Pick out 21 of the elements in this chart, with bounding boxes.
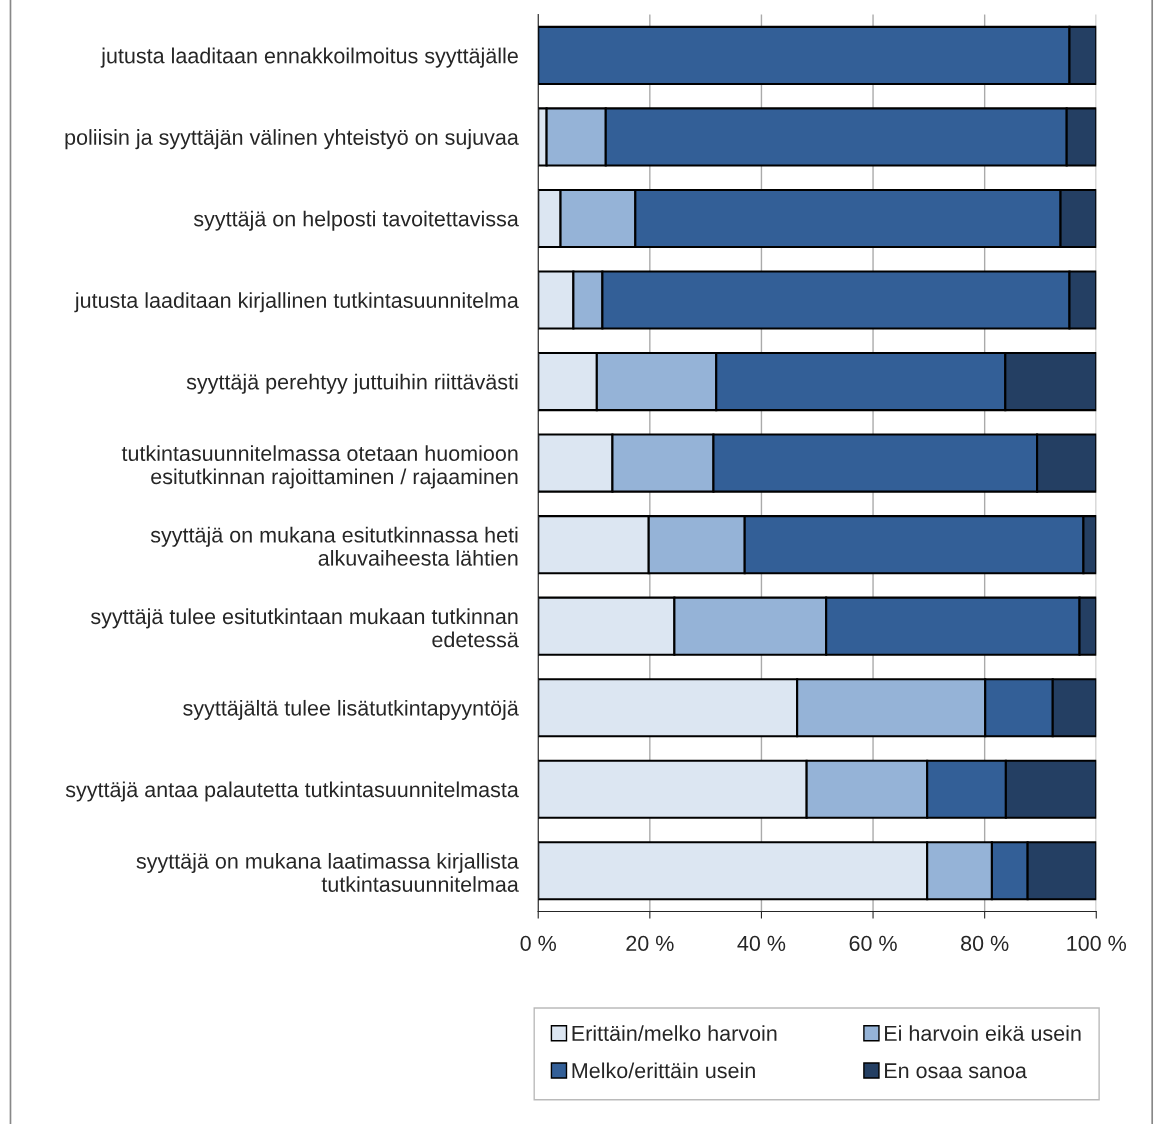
y-tick-label: poliisin ja syyttäjän välinen yhteistyö on sujuvaa	[65, 129, 519, 150]
y-tick-label: syyttäjä perehtyy juttuihin riittävästi	[186, 373, 518, 394]
x-tick-label: 100 %	[1067, 935, 1127, 951]
y-tick-label: syyttäjä on mukana esitutkinnassa heti alkuvaiheesta lähtien	[150, 526, 518, 566]
y-tick-label: syyttäjä on mukana laatimassa kirjallista tutkintasuunnitelmaa	[136, 852, 519, 892]
legend-label: En osaa sanoa	[885, 1063, 1027, 1079]
x-tick-label: 60 %	[849, 935, 897, 951]
legend-label: Ei harvoin eikä usein	[885, 1025, 1081, 1041]
x-tick-label: 80 %	[961, 935, 1009, 951]
y-tick-label: jutusta laaditaan kirjallinen tutkintasuunnitelma	[74, 292, 519, 313]
y-tick-label: syyttäjä tulee esitutkintaan mukaan tutkinnan edetessä	[90, 608, 519, 648]
y-tick-label: tutkintasuunnitelmassa otetaan huomioon esitutkinnan rajoittaminen / rajaaminen	[121, 445, 518, 489]
y-tick-label: syyttäjä on helposti tavoitettavissa	[193, 210, 519, 231]
y-tick-label: syyttäjältä tulee lisätutkintapyyntöjä	[183, 699, 519, 720]
legend-label: Erittäin/melko harvoin	[572, 1025, 777, 1041]
legend-label: Melko/erittäin usein	[572, 1062, 755, 1079]
x-tick-label: 0 %	[520, 935, 557, 951]
x-tick-label: 40 %	[737, 935, 786, 951]
x-tick-label: 20 %	[626, 935, 674, 951]
y-tick-label: syyttäjä antaa palautetta tutkintasuunnitelmasta	[65, 781, 519, 802]
y-tick-label: jutusta laaditaan ennakkoilmoitus syyttäjälle	[100, 47, 518, 68]
